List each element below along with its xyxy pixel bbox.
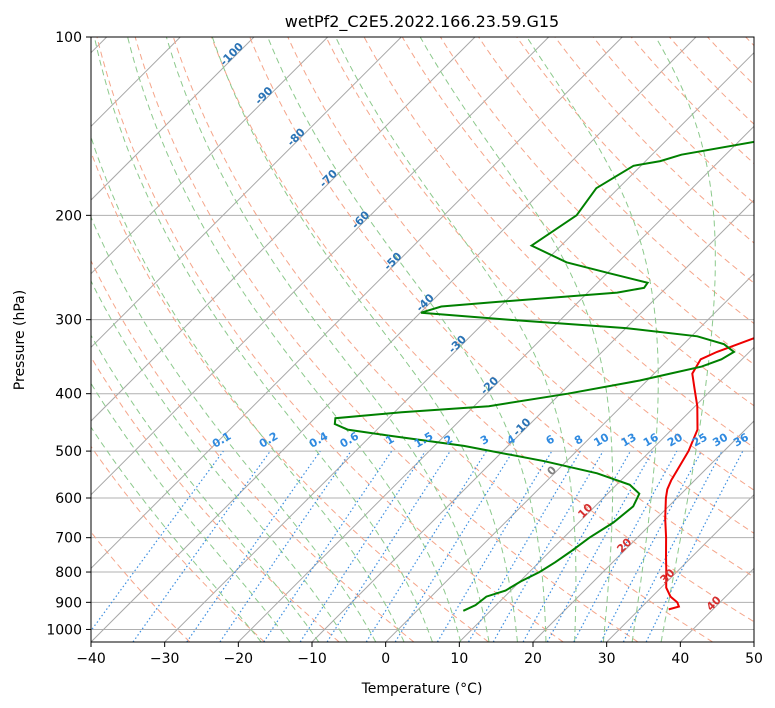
- isotherm-line: [91, 37, 255, 201]
- dry-adiabat-line: [134, 37, 639, 642]
- x-tick-label: 0: [381, 651, 390, 667]
- moist-adiabat-line: [335, 37, 577, 642]
- x-tick-label: 10: [450, 651, 468, 667]
- y-tick-label: 400: [55, 387, 82, 403]
- dry-adiabat-line: [630, 37, 754, 165]
- moist-adiabat-line: [91, 215, 377, 642]
- dry-adiabat-lines: [91, 37, 754, 642]
- moist-adiabat-line: [419, 37, 614, 642]
- mixing-ratio-line: [299, 450, 426, 642]
- moist-adiabat-line: [91, 135, 405, 642]
- y-tick-label: 100: [55, 30, 82, 46]
- x-tick-label: −20: [224, 651, 254, 667]
- x-tick-label: 50: [745, 651, 763, 667]
- y-tick-label: 800: [55, 565, 82, 581]
- mixing-ratio-line: [91, 450, 224, 632]
- moist-adiabat-line: [267, 37, 547, 642]
- isotherm-line: [237, 125, 754, 642]
- isotherm-line: [91, 37, 402, 349]
- mixing-ratio-lines: [91, 450, 744, 642]
- moist-adiabat-line: [127, 37, 462, 642]
- x-tick-label: 30: [598, 651, 616, 667]
- mixing-ratio-line: [546, 450, 654, 642]
- isotherm-line: [91, 37, 329, 275]
- plot-frame: [90, 36, 755, 643]
- y-tick-label: 1000: [46, 622, 82, 638]
- plot-area: [91, 37, 754, 642]
- skewed-isotherm-lines: [91, 37, 754, 642]
- sounding-series: [333, 140, 754, 612]
- dry-adiabat-line: [516, 37, 754, 284]
- chart-title: wetPf2_C2E5.2022.166.23.59.G15: [285, 12, 559, 32]
- isotherm-line: [91, 37, 623, 570]
- y-tick-label: 700: [55, 531, 82, 547]
- mixing-ratio-line: [219, 450, 352, 642]
- dry-adiabat-line: [172, 37, 713, 642]
- y-tick-label: 500: [55, 444, 82, 460]
- moist-adiabat-line: [91, 334, 320, 642]
- moist-adiabat-line: [91, 382, 291, 642]
- mixing-ratio-line: [522, 450, 632, 642]
- dry-adiabat-line: [96, 37, 564, 642]
- x-tick-label: −40: [76, 651, 106, 667]
- y-axis: 100 200 300 400 500 600 700 800 900 1000: [46, 30, 91, 638]
- x-tick-label: −30: [150, 651, 180, 667]
- temperature-profile-line: [664, 337, 754, 611]
- y-tick-label: 900: [55, 595, 82, 611]
- moist-adiabat-line: [91, 426, 262, 642]
- isotherm-line: [91, 37, 697, 642]
- mixing-ratio-line: [394, 450, 514, 642]
- mixing-ratio-line: [326, 450, 451, 642]
- dry-adiabat-line: [211, 37, 754, 623]
- isotherm-line: [385, 272, 754, 642]
- isotherm-line: [164, 51, 754, 642]
- y-tick-label: 300: [55, 313, 82, 329]
- mixing-ratio-line: [263, 450, 393, 642]
- x-axis-title: Temperature (°C): [361, 681, 483, 697]
- y-axis-title: Pressure (hPa): [12, 290, 28, 390]
- moist-adiabat-line: [165, 37, 490, 642]
- moist-adiabat-line: [655, 37, 716, 642]
- mixing-ratio-line: [573, 450, 678, 642]
- x-tick-label: 40: [671, 651, 689, 667]
- y-tick-label: 200: [55, 208, 82, 224]
- isotherm-line: [532, 420, 754, 642]
- moist-adiabat-line: [526, 37, 659, 642]
- x-tick-label: −10: [297, 651, 327, 667]
- y-tick-label: 600: [55, 491, 82, 507]
- mixing-ratio-line: [645, 450, 744, 642]
- dry-adiabat-line: [249, 37, 754, 578]
- dry-adiabat-line: [478, 37, 754, 325]
- dry-adiabat-line: [91, 445, 265, 642]
- mixing-ratio-line: [186, 450, 321, 642]
- dry-adiabat-line: [91, 259, 415, 642]
- moist-adiabat-line: [93, 37, 433, 642]
- dry-adiabat-line: [401, 37, 754, 407]
- isotherm-line: [91, 37, 476, 422]
- x-tick-label: 20: [524, 651, 542, 667]
- dry-adiabat-line: [363, 37, 754, 449]
- dry-adiabat-line: [325, 37, 754, 491]
- isotherm-line: [606, 493, 754, 642]
- dewpoint-profile-line: [333, 140, 754, 612]
- isotherm-line: [91, 37, 550, 496]
- mixing-ratio-line: [132, 450, 271, 642]
- moist-adiabat-line: [211, 37, 518, 642]
- isotherm-line: [458, 346, 754, 642]
- x-axis: −40 −30 −20 −10 0 10 20 30 40 50: [76, 642, 763, 667]
- dry-adiabat-line: [592, 37, 754, 204]
